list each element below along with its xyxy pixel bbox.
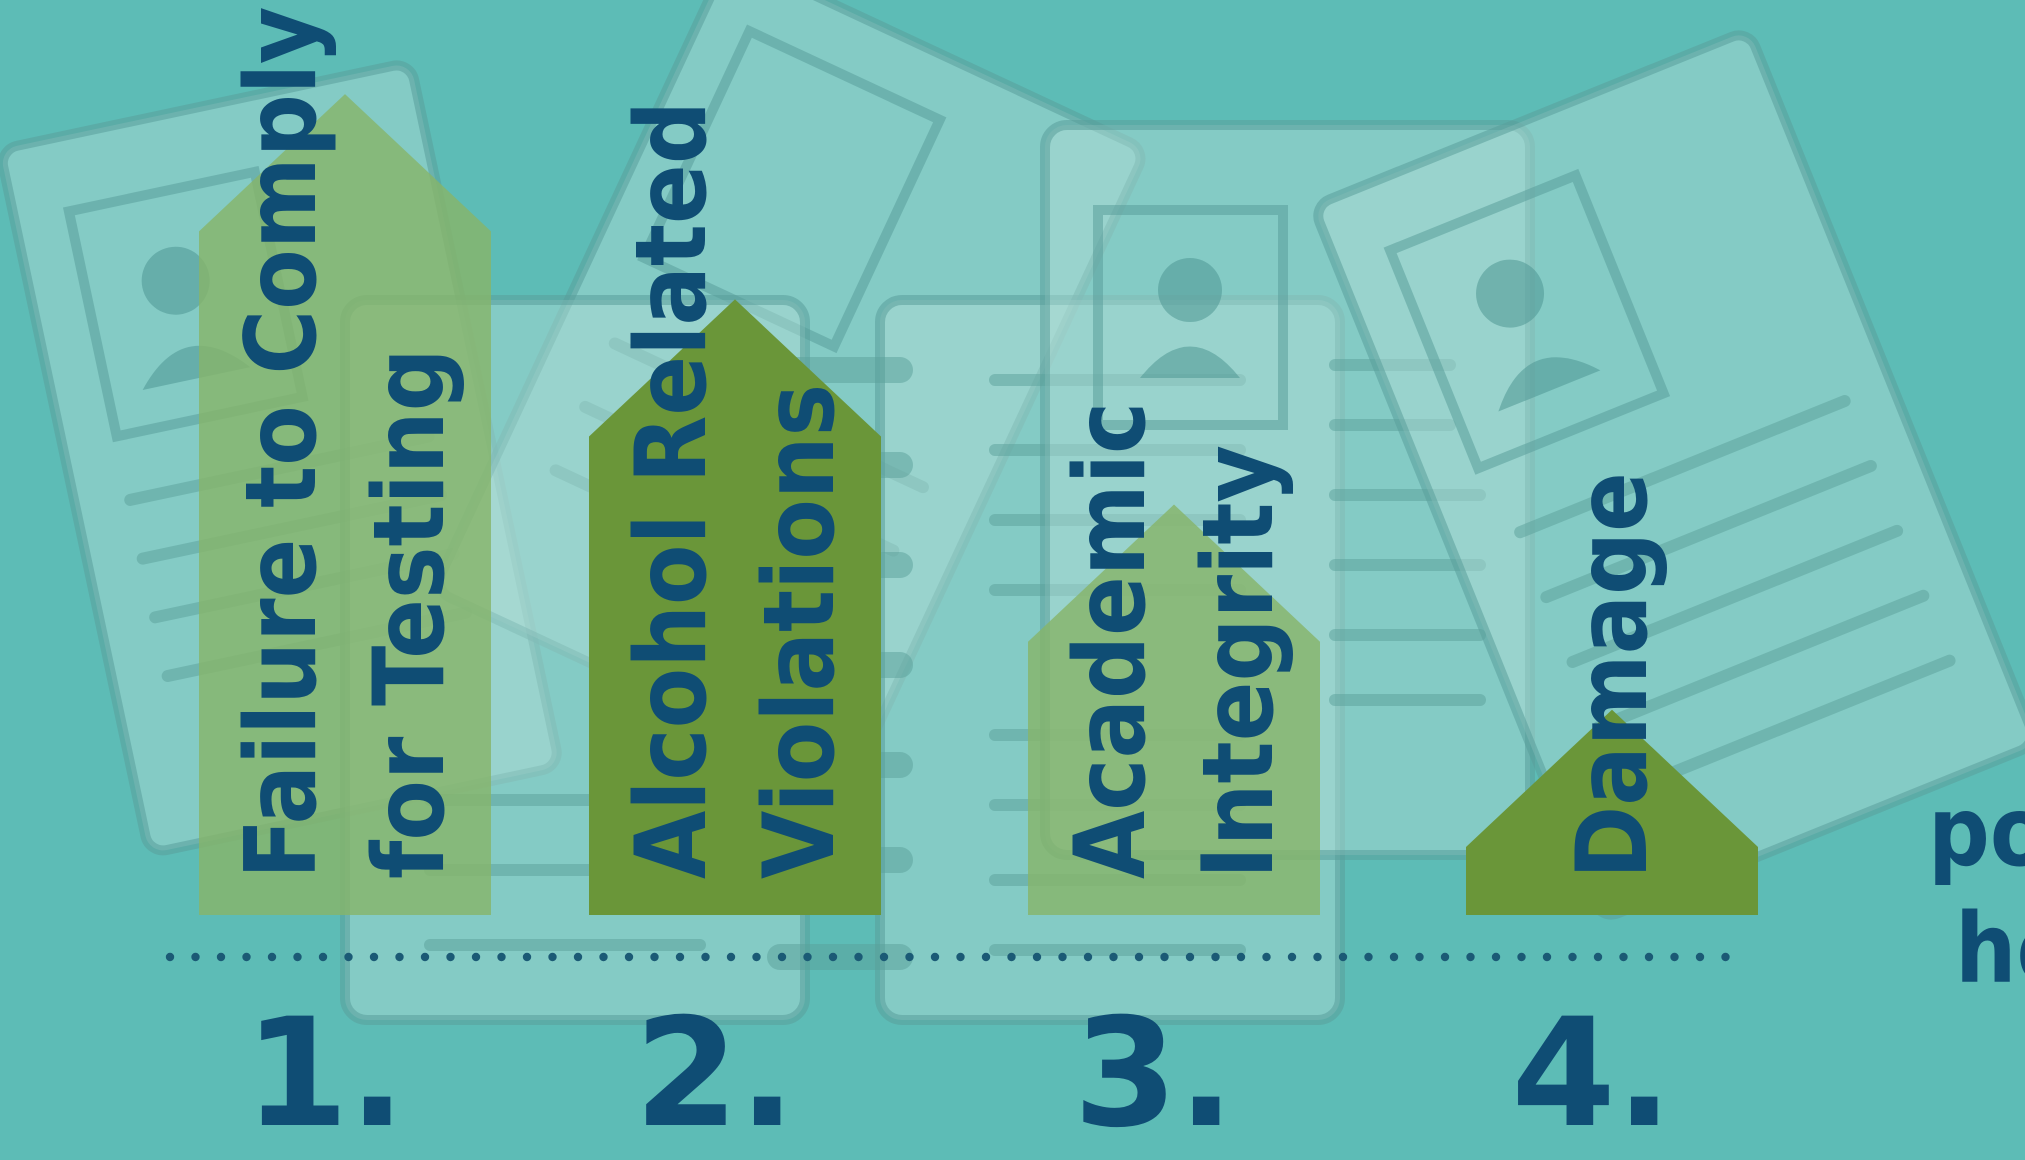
- baseline-dot: [1644, 952, 1654, 962]
- baseline-dot: [1670, 952, 1679, 962]
- arrow-bar-4: Damage: [1466, 472, 1758, 915]
- baseline-dot: [1593, 952, 1603, 962]
- baseline-dot: [726, 952, 736, 962]
- baseline-dot: [1440, 952, 1450, 962]
- arrow-bar-1: Failure to Comply for Testing: [199, 7, 491, 915]
- baseline-dot: [956, 952, 965, 962]
- baseline-dot: [522, 952, 532, 962]
- baseline-dot: [1338, 952, 1348, 962]
- arrow-bar-shape: [589, 299, 881, 915]
- side-text-line-2: he: [1955, 893, 2025, 1005]
- arrow-label-line: Damage: [1556, 472, 1670, 879]
- baseline-dot: [1721, 952, 1730, 962]
- side-text: po he: [1928, 776, 2025, 1005]
- arrow-label-line: Violations: [743, 384, 857, 879]
- baseline-dot: [573, 952, 583, 962]
- baseline-dot: [497, 952, 506, 962]
- baseline-dot: [777, 952, 787, 962]
- arrow-bar-shape: [1028, 504, 1320, 915]
- arrow-label-line: for Testing: [353, 348, 467, 879]
- baseline-dot: [191, 952, 200, 962]
- paper-card-right: [1313, 30, 2025, 920]
- baseline-dot: [1568, 952, 1577, 962]
- baseline-dot: [1491, 952, 1501, 962]
- rank-label-2: 2.: [634, 987, 795, 1160]
- arrow-label-line: Failure to Comply: [225, 7, 339, 879]
- baseline-dot: [1695, 952, 1705, 962]
- arrow-label-line: Academic: [1054, 402, 1168, 879]
- baseline-dot: [1083, 952, 1093, 962]
- baseline-dot: [1236, 952, 1246, 962]
- baseline-dot: [1058, 952, 1067, 962]
- baseline-dot: [930, 952, 940, 962]
- baseline-dot: [395, 952, 404, 962]
- baseline-dot: [242, 952, 251, 962]
- baseline-dot: [293, 952, 302, 962]
- baseline-dot: [803, 952, 812, 962]
- arrow-label-line: Alcohol Related: [615, 101, 729, 879]
- baseline-dot: [446, 952, 455, 962]
- baseline-dot: [420, 952, 430, 962]
- dotted-baseline: [165, 952, 1730, 962]
- baseline-dot: [1185, 952, 1195, 962]
- baseline-dot: [1313, 952, 1322, 962]
- rank-label-3: 3.: [1073, 987, 1234, 1160]
- baseline-dot: [1262, 952, 1271, 962]
- baseline-dot: [318, 952, 328, 962]
- baseline-dot: [752, 952, 761, 962]
- baseline-dot: [599, 952, 608, 962]
- baseline-dot: [216, 952, 226, 962]
- baseline-dot: [1109, 952, 1118, 962]
- arrow-bar-3: Academic Integrity: [1028, 402, 1320, 915]
- baseline-dot: [1466, 952, 1475, 962]
- baseline-dot: [1415, 952, 1424, 962]
- baseline-dot: [1287, 952, 1297, 962]
- baseline-dot: [548, 952, 557, 962]
- baseline-dot: [879, 952, 889, 962]
- baseline-dot: [1517, 952, 1526, 962]
- baseline-dot: [165, 952, 175, 962]
- baseline-dot: [1134, 952, 1144, 962]
- arrow-label-line: Integrity: [1182, 445, 1296, 879]
- arrow-bar-2: Alcohol Related Violations: [589, 101, 881, 915]
- arrow-bar-shape: [1466, 709, 1758, 915]
- baseline-dot: [369, 952, 379, 962]
- baseline-dot: [1007, 952, 1016, 962]
- baseline-dot: [650, 952, 659, 962]
- rank-label-1: 1.: [244, 987, 405, 1160]
- baseline-dot: [675, 952, 685, 962]
- baseline-dot: [1389, 952, 1399, 962]
- baseline-dot: [471, 952, 481, 962]
- baseline-dot: [624, 952, 634, 962]
- baseline-dot: [1211, 952, 1220, 962]
- side-text-line-1: po: [1928, 776, 2025, 888]
- baseline-dot: [701, 952, 710, 962]
- arrow-bar-shape: [199, 94, 491, 915]
- baseline-dot: [1032, 952, 1042, 962]
- baseline-dot: [1160, 952, 1169, 962]
- baseline-dot: [344, 952, 353, 962]
- baseline-dot: [905, 952, 914, 962]
- baseline-dot: [267, 952, 277, 962]
- baseline-dot: [1542, 952, 1552, 962]
- rank-label-4: 4.: [1511, 987, 1672, 1160]
- baseline-dot: [828, 952, 838, 962]
- rank-labels: 1. 2. 3. 4.: [244, 987, 1672, 1160]
- arrow-bars: Failure to Comply for Testing Alcohol Rela…: [199, 7, 1758, 915]
- baseline-dot: [1619, 952, 1628, 962]
- baseline-dot: [1364, 952, 1373, 962]
- baseline-dot: [981, 952, 991, 962]
- baseline-dot: [854, 952, 863, 962]
